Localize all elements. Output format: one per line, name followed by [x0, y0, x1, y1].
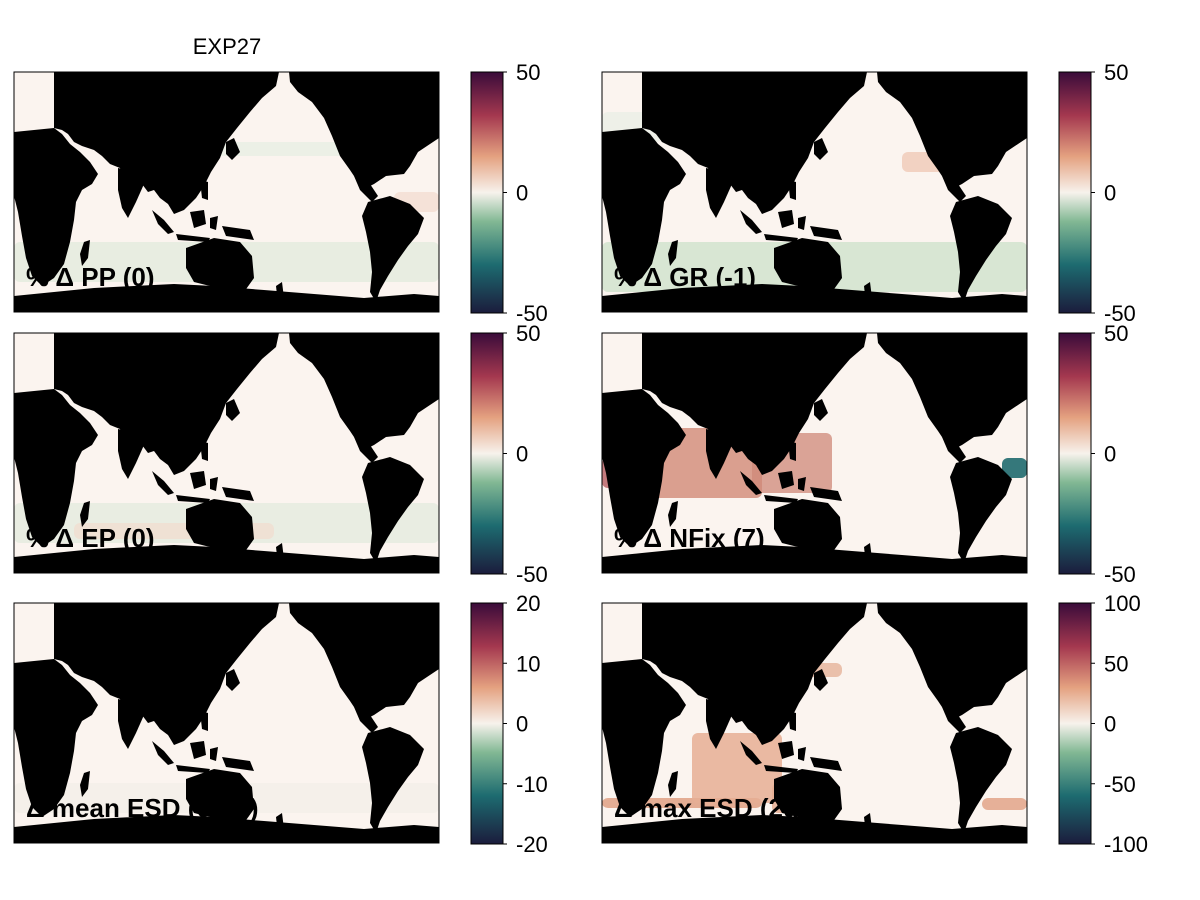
panel-label: % Δ EP (0) — [26, 523, 155, 553]
colorbar-gr: 50 0 -50 — [1058, 60, 1136, 326]
figure-title: EXP27 — [193, 34, 262, 59]
map-frame — [13, 71, 440, 313]
colorbar-tick-label: -100 — [1104, 832, 1148, 857]
colorbar-tick-label: -10 — [516, 772, 548, 797]
colorbar-tick-label: 20 — [516, 591, 540, 616]
map-panel-ep: % Δ EP (0) — [13, 332, 440, 574]
colorbar-tick-label: -50 — [1104, 562, 1136, 587]
colorbar-tick-label: 50 — [516, 60, 540, 85]
map-frame — [13, 602, 440, 844]
colorbar-gradient-bar — [471, 603, 503, 844]
panel-label: % Δ NFix (7) — [614, 523, 765, 553]
anomaly-field — [1002, 458, 1027, 478]
map-panel-nfix: % Δ NFix (7) — [601, 332, 1028, 574]
colorbar-tick-label: 100 — [1104, 591, 1141, 616]
colorbar-tick-label: 0 — [516, 442, 528, 467]
colorbar-tick-label: 10 — [516, 651, 540, 676]
colorbar-tick-label: 50 — [1104, 321, 1128, 346]
colorbar-gradient-bar — [1059, 72, 1091, 313]
colorbar-gradient-bar — [1059, 603, 1091, 844]
colorbar-tick-label: -20 — [516, 832, 548, 857]
anomaly-field — [214, 142, 374, 156]
colorbar-max-esd: 100 50 0 -50 -100 — [1058, 591, 1148, 857]
map-panel-pp: % Δ PP (0) — [13, 71, 440, 313]
anomaly-field — [982, 798, 1027, 810]
map-frame — [601, 602, 1028, 844]
colorbar-gradient-bar — [1059, 333, 1091, 574]
colorbar-tick-label: -50 — [1104, 301, 1136, 326]
map-panel-max-esd: Δ max ESD (2um) — [601, 602, 1028, 844]
colorbar-tick-label: 0 — [516, 181, 528, 206]
panel-label: % Δ PP (0) — [26, 262, 155, 292]
panel-label: % Δ GR (-1) — [614, 262, 756, 292]
map-frame — [601, 71, 1028, 313]
anomaly-field — [692, 733, 782, 803]
panel-label: Δ max ESD (2um) — [614, 793, 831, 823]
colorbar-tick-label: -50 — [516, 301, 548, 326]
map-panel-gr: % Δ GR (-1) — [601, 71, 1028, 313]
colorbar-tick-label: 50 — [516, 321, 540, 346]
colorbar-tick-label: 50 — [1104, 60, 1128, 85]
colorbar-mean-esd: 20 10 0 -10 -20 — [470, 591, 548, 857]
colorbar-tick-label: 0 — [516, 712, 528, 737]
colorbar-tick-label: -50 — [516, 562, 548, 587]
panel-label: Δ mean ESD (0um) — [26, 793, 259, 823]
colorbar-ep: 50 0 -50 — [470, 321, 548, 587]
colorbar-tick-label: 50 — [1104, 651, 1128, 676]
colorbar-tick-label: 0 — [1104, 712, 1116, 737]
colorbar-gradient-bar — [471, 333, 503, 574]
colorbar-tick-label: 0 — [1104, 442, 1116, 467]
colorbar-tick-label: 0 — [1104, 181, 1116, 206]
colorbar-gradient-bar — [471, 72, 503, 313]
colorbar-nfix: 50 0 -50 — [1058, 321, 1136, 587]
map-frame — [601, 332, 1028, 574]
map-frame — [13, 332, 440, 574]
colorbar-tick-label: -50 — [1104, 772, 1136, 797]
colorbar-pp: 50 0 -50 — [470, 60, 548, 326]
map-panel-mean-esd: Δ mean ESD (0um) — [13, 602, 440, 844]
